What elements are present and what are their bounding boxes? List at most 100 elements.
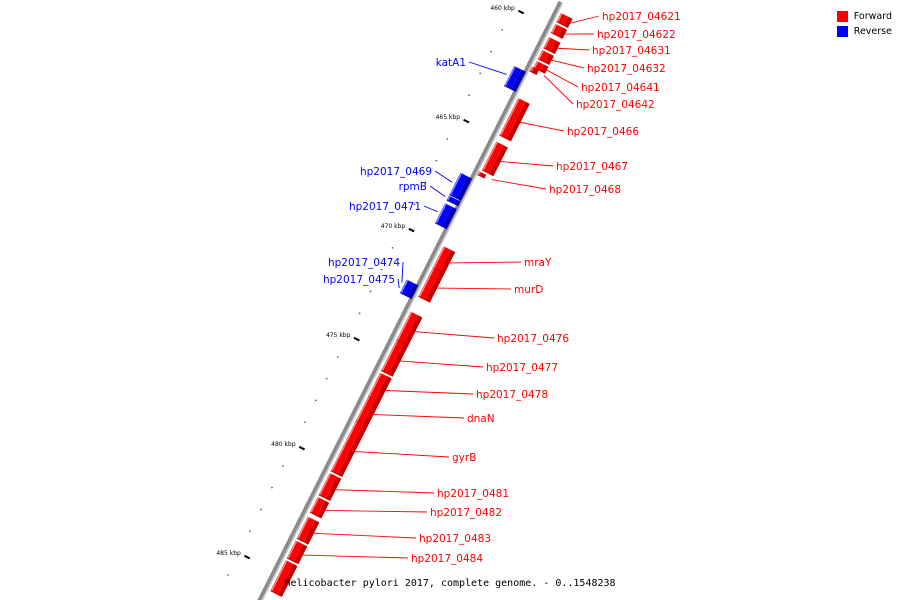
gene-label-hp2017_04621: hp2017_04621 bbox=[602, 11, 681, 23]
tick-label: 465 kbp bbox=[436, 114, 461, 121]
gene-labels: hp2017_04621 hp2017_04622 hp2017_04631 hp20… bbox=[302, 11, 681, 565]
gene-label-hp2017_0482: hp2017_0482 bbox=[430, 507, 502, 519]
gene-label-hp2017_04622: hp2017_04622 bbox=[597, 29, 676, 41]
minor-tick bbox=[468, 94, 471, 97]
gene-label-hp2017_0467: hp2017_0467 bbox=[556, 161, 628, 173]
reverse-swatch bbox=[836, 26, 848, 37]
label-leader bbox=[325, 509, 428, 513]
gene-label-hp2017_0471: hp2017_0471 bbox=[349, 201, 421, 213]
gene-katA1 bbox=[504, 65, 526, 92]
label-leader bbox=[354, 451, 450, 458]
label-leader bbox=[491, 179, 547, 190]
label-leader bbox=[400, 360, 484, 368]
gene-label-hp2017_0477: hp2017_0477 bbox=[486, 362, 558, 374]
gene-label-hp2017_04632: hp2017_04632 bbox=[587, 63, 666, 75]
minor-tick bbox=[303, 421, 306, 424]
minor-tick bbox=[336, 355, 339, 358]
minor-tick bbox=[490, 50, 493, 53]
gene-hp2017_0475 bbox=[399, 286, 416, 299]
major-tick bbox=[353, 336, 360, 342]
minor-tick bbox=[446, 137, 449, 140]
legend-label: Forward bbox=[853, 11, 892, 22]
label-leader bbox=[557, 47, 590, 51]
gene-hp2017_04632 bbox=[537, 50, 554, 66]
gene-label-hp2017_0481: hp2017_0481 bbox=[437, 488, 509, 500]
minor-tick bbox=[260, 508, 262, 511]
minor-tick bbox=[424, 181, 427, 184]
minor-tick bbox=[314, 399, 317, 402]
minor-tick bbox=[391, 246, 394, 249]
legend: Forward Reverse bbox=[836, 9, 892, 39]
gene-rpmB bbox=[446, 195, 461, 207]
forward-swatch bbox=[836, 11, 848, 22]
major-tick bbox=[463, 118, 470, 124]
gene-hp2017_04621 bbox=[556, 12, 573, 28]
gene-hp2017_0468 bbox=[477, 171, 487, 179]
minor-tick bbox=[380, 268, 383, 271]
minor-tick bbox=[369, 290, 372, 293]
tick-label: 460 kbp bbox=[490, 5, 515, 12]
gene-features bbox=[270, 12, 573, 597]
backbone-highlight bbox=[261, 2, 563, 600]
label-leader bbox=[415, 331, 495, 339]
minor-tick bbox=[413, 203, 416, 206]
gene-dnaN bbox=[355, 396, 380, 427]
label-leader bbox=[570, 15, 600, 24]
gene-mraY bbox=[432, 246, 456, 275]
label-leader bbox=[551, 59, 585, 69]
label-leader bbox=[302, 554, 409, 559]
gene-hp2017_0484 bbox=[286, 540, 308, 565]
tick-label: 470 kbp bbox=[381, 223, 406, 230]
gene-label-mraY: mraY bbox=[524, 257, 552, 269]
gene-label-dnaN: dnaN bbox=[467, 413, 495, 425]
major-tick bbox=[298, 445, 306, 451]
gene-label-hp2017_0469: hp2017_0469 bbox=[360, 166, 432, 178]
gene-hp2017_04642 bbox=[529, 66, 539, 75]
gene-label-hp2017_0483: hp2017_0483 bbox=[419, 533, 491, 545]
gene-label-rpmB: rpmB bbox=[399, 181, 427, 193]
minor-tick bbox=[325, 377, 328, 380]
tick-label: 485 kbp bbox=[216, 550, 241, 557]
label-leader bbox=[335, 489, 435, 494]
minor-tick bbox=[281, 464, 284, 467]
label-leader bbox=[500, 161, 554, 167]
major-tick bbox=[408, 227, 415, 233]
tick-marks: 460 kbp 465 kbp 470 kbp 475 kbp 480 kbp 485 k… bbox=[216, 5, 525, 576]
major-tick bbox=[517, 9, 525, 15]
minor-tick bbox=[479, 72, 482, 75]
legend-entry-reverse: Reverse bbox=[836, 24, 892, 39]
gene-hp2017_0483 bbox=[296, 516, 320, 545]
genome-caption: Helicobacter pylori 2017, complete genom… bbox=[284, 578, 616, 589]
minor-tick bbox=[435, 159, 438, 162]
gene-label-gyrB: gyrB bbox=[452, 452, 476, 464]
gene-hp2017_0467 bbox=[481, 141, 508, 177]
backbone bbox=[257, 0, 564, 600]
minor-tick bbox=[271, 486, 273, 489]
gene-hp2017_04622 bbox=[550, 23, 568, 39]
backbone-line bbox=[257, 0, 564, 600]
gene-label-hp2017_0468: hp2017_0468 bbox=[549, 184, 621, 196]
gene-hp2017_0481 bbox=[318, 472, 342, 502]
minor-tick bbox=[358, 312, 361, 315]
tick-label: 480 kbp bbox=[271, 441, 296, 448]
gene-hp2017_0482 bbox=[309, 496, 330, 519]
label-leader bbox=[543, 75, 574, 105]
legend-entry-forward: Forward bbox=[836, 9, 892, 24]
gene-hp2017_0466 bbox=[499, 98, 530, 142]
gene-label-hp2017_0475: hp2017_0475 bbox=[323, 274, 395, 286]
gene-hp2017_04631 bbox=[543, 36, 561, 55]
minor-tick bbox=[249, 530, 251, 533]
label-leader bbox=[401, 261, 404, 283]
label-leader bbox=[449, 261, 522, 264]
gene-label-hp2017_0478: hp2017_0478 bbox=[476, 389, 548, 401]
gene-label-katA1: katA1 bbox=[436, 57, 466, 69]
gene-hp2017_0478 bbox=[367, 372, 392, 403]
gene-label-hp2017_0476: hp2017_0476 bbox=[497, 333, 569, 345]
minor-tick bbox=[501, 28, 503, 31]
gene-label-hp2017_04641: hp2017_04641 bbox=[581, 82, 660, 94]
gene-label-murD: murD bbox=[514, 284, 543, 296]
label-leader bbox=[373, 414, 465, 419]
label-leader bbox=[434, 170, 453, 183]
label-leader bbox=[423, 205, 438, 213]
